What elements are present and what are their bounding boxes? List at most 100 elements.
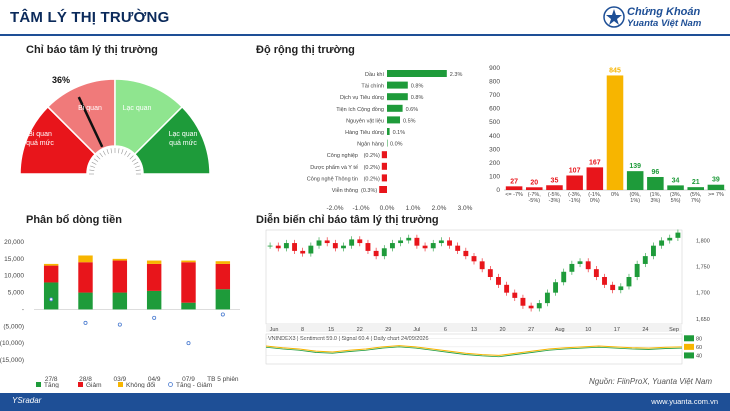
distribution-bar xyxy=(505,186,523,190)
flow-bar-segment xyxy=(78,292,93,310)
price-tick-label: 1,700 xyxy=(696,291,710,297)
sector-bar xyxy=(381,151,387,159)
gauge-tick xyxy=(124,150,128,156)
gauge-segment-very-optimistic xyxy=(133,105,211,175)
footer-bar: YSradar www.yuanta.com.vn xyxy=(0,393,730,411)
gauge-tick xyxy=(134,165,140,168)
distribution-category-label: 0% xyxy=(611,192,619,198)
sector-label: Nguyên vật liệu xyxy=(346,118,384,124)
price-tick-label: 1,650 xyxy=(696,317,710,323)
price-frame xyxy=(265,229,683,325)
x-tick-label: 3.0% xyxy=(458,205,473,212)
flow-bar-segment xyxy=(78,255,93,263)
candle-body xyxy=(447,240,452,246)
flow-bar-segment xyxy=(215,263,231,290)
date-tick-label: 17 xyxy=(614,327,620,333)
distribution-category-label: (-1%, 0%) xyxy=(588,192,602,204)
sector-label: Tiện ích Cộng đồng xyxy=(336,107,384,113)
candle-body xyxy=(300,250,306,254)
indicator-tick-badge xyxy=(684,343,694,350)
distribution-bar xyxy=(546,185,563,190)
flow-bar-segment xyxy=(146,290,162,310)
candle-body xyxy=(267,245,273,247)
candle-body xyxy=(389,243,395,249)
candle-body xyxy=(544,292,550,304)
distribution-value-label: 27 xyxy=(510,178,518,185)
gauge-tick xyxy=(91,161,97,165)
sector-label: Ngân hàng xyxy=(357,142,384,148)
sector-breadth-chart: Dầu khí 2.3% Tài chính 0.8% Dịch vụ Tiêu dùn… xyxy=(307,70,473,212)
candle-body xyxy=(642,256,648,264)
footer-brand: YSradar xyxy=(12,396,42,405)
candle-body xyxy=(496,277,501,285)
candle-body xyxy=(634,263,640,277)
gauge-tick xyxy=(93,158,99,162)
net-flow-marker xyxy=(186,341,191,346)
net-flow-marker xyxy=(83,320,88,325)
logo-line2: Yuanta Việt Nam xyxy=(627,18,702,29)
legend-swatch xyxy=(36,382,41,387)
gauge-tick xyxy=(90,165,96,168)
flow-bar-segment xyxy=(146,263,162,291)
return-distribution-chart: 0 100 200 300 400 500 600 700 800 900 27 <= -7% 20 (-… xyxy=(489,65,726,204)
distribution-value-label: 21 xyxy=(692,179,700,186)
y-tick-label: 20,000 xyxy=(4,239,24,246)
y-tick-label: 5,000 xyxy=(8,290,25,297)
flow-bar-segment xyxy=(112,260,128,293)
sector-bar xyxy=(387,128,390,135)
gauge-tick xyxy=(106,149,109,155)
candle-body xyxy=(430,243,436,249)
distribution-bar xyxy=(566,175,583,190)
x-tick-label: TB 5 phiên xyxy=(207,376,239,383)
y-tick-label: (10,000) xyxy=(0,340,24,347)
legend-label: Tăng xyxy=(44,382,59,388)
yuanta-star-icon xyxy=(603,6,625,28)
gauge-value-label: 36% xyxy=(52,75,70,85)
distribution-category-label: (-7%, -5%) xyxy=(528,192,542,204)
gauge-label-1: Bi quan xyxy=(78,105,102,112)
y-tick-label: 400 xyxy=(489,133,500,140)
sector-value-label: 0.6% xyxy=(406,107,419,113)
y-tick-label: 15,000 xyxy=(4,256,24,263)
date-tick-label: Sep xyxy=(669,327,679,333)
y-tick-label: 800 xyxy=(489,79,500,86)
date-tick-label: 22 xyxy=(357,327,363,333)
candle-body xyxy=(292,243,297,251)
footer-url: www.yuanta.com.vn xyxy=(651,397,718,406)
candle-body xyxy=(406,237,412,241)
gauge-tick xyxy=(89,169,95,172)
net-flow-marker xyxy=(220,312,225,317)
indicator-frame xyxy=(265,333,683,365)
indicator-tick-label: 60 xyxy=(696,345,702,351)
candle-body xyxy=(593,269,599,277)
indicator-tick-label: 40 xyxy=(696,353,702,359)
money-flow-chart: 20,000 15,000 10,000 5,000 - (5,000) (10,000) (… xyxy=(0,239,240,388)
sector-bar xyxy=(381,174,387,182)
gauge-tick xyxy=(135,169,141,172)
date-tick-label: 10 xyxy=(585,327,591,333)
date-tick-label: 8 xyxy=(301,327,304,333)
x-tick-label: 04/9 xyxy=(148,376,161,383)
gauge-tick xyxy=(117,148,120,154)
candle-body xyxy=(316,240,322,246)
price-tick-label: 1,800 xyxy=(696,238,710,244)
sector-bar xyxy=(379,186,387,193)
y-tick-label: (5,000) xyxy=(3,323,24,330)
date-tick-label: 20 xyxy=(500,327,506,333)
title-bar: TÂM LÝ THỊ TRƯỜNG Chứng Khoán Yuanta Việ… xyxy=(0,0,730,38)
legend-label: Giảm xyxy=(86,382,102,388)
distribution-value-label: 96 xyxy=(651,169,659,176)
distribution-category-label: <= -7% xyxy=(505,192,523,198)
net-flow-marker xyxy=(49,297,54,302)
candle-body xyxy=(324,240,330,244)
candle-body xyxy=(667,237,673,241)
flow-bar-segment xyxy=(181,260,196,263)
candle-body xyxy=(561,271,567,283)
distribution-category-label: (3%, 5%) xyxy=(670,192,682,204)
candle-body xyxy=(536,303,542,309)
distribution-value-label: 845 xyxy=(609,67,621,74)
candle-body xyxy=(471,256,477,262)
gauge-segment-optimistic xyxy=(114,78,184,156)
distribution-bar xyxy=(687,187,705,190)
distribution-value-label: 34 xyxy=(672,177,680,184)
